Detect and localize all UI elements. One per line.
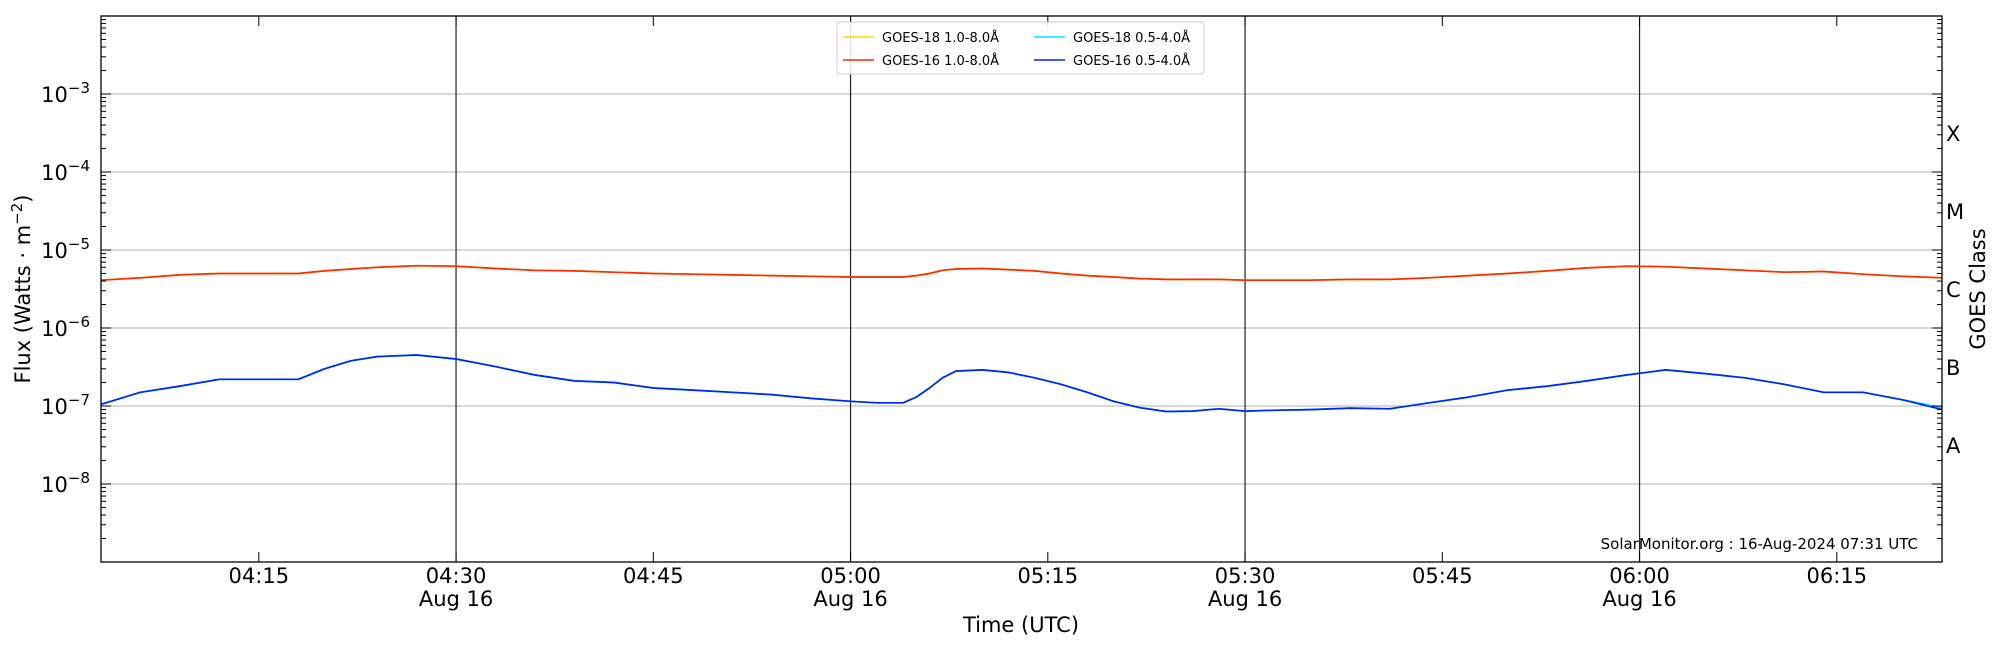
x-tick-label: 04:15 bbox=[229, 564, 290, 588]
x-tick-date-label: Aug 16 bbox=[419, 587, 493, 611]
legend-label: GOES-18 0.5-4.0Å bbox=[1073, 30, 1190, 46]
vertical-hour-lines bbox=[455, 16, 1641, 562]
goes-class-label: A bbox=[1946, 434, 1961, 458]
x-tick-label: 05:45 bbox=[1412, 564, 1473, 588]
series-layer bbox=[100, 264, 1943, 413]
goes-class-labels: X M C B A bbox=[1946, 122, 1964, 458]
goes-class-label: X bbox=[1946, 122, 1960, 146]
y-tick-label: 10−4 bbox=[41, 157, 90, 185]
minor-ticks bbox=[101, 19, 1942, 563]
y-tick-label: 10−5 bbox=[41, 235, 90, 263]
legend-label: GOES-16 0.5-4.0Å bbox=[1073, 53, 1190, 69]
legend: GOES-18 1.0-8.0Å GOES-16 1.0-8.0Å GOES-18 … bbox=[836, 21, 1205, 75]
goes-class-label: M bbox=[1946, 200, 1964, 224]
legend-label: GOES-18 1.0-8.0Å bbox=[882, 30, 999, 46]
series-line-3 bbox=[100, 354, 1943, 413]
y-tick-label: 10−8 bbox=[41, 469, 90, 497]
grid-layer bbox=[101, 93, 1942, 485]
right-axis-title: GOES Class bbox=[1966, 228, 1990, 349]
legend-box bbox=[836, 21, 1205, 75]
series-line-2 bbox=[100, 354, 1943, 413]
plot-frame bbox=[100, 15, 1943, 563]
y-tick-label: 10−6 bbox=[41, 313, 90, 341]
series-line-1 bbox=[100, 264, 1943, 282]
x-tick-date-label: Aug 16 bbox=[813, 587, 887, 611]
x-tick-label: 05:00 bbox=[820, 564, 881, 588]
x-tick-date-label: Aug 16 bbox=[1602, 587, 1676, 611]
x-tick-label: 05:30 bbox=[1215, 564, 1276, 588]
x-tick-label: 04:45 bbox=[623, 564, 684, 588]
goes-class-label: B bbox=[1946, 356, 1960, 380]
legend-label: GOES-16 1.0-8.0Å bbox=[882, 53, 999, 69]
x-axis-title: Time (UTC) bbox=[962, 613, 1079, 637]
y-tick-label: 10−7 bbox=[41, 391, 90, 419]
goes-class-label: C bbox=[1946, 278, 1961, 302]
x-tick-label: 06:15 bbox=[1807, 564, 1868, 588]
y-axis-title: Flux (Watts · m−2) bbox=[8, 194, 35, 383]
x-tick-label: 06:00 bbox=[1609, 564, 1670, 588]
y-ticks: 10−8 10−7 10−6 10−5 10−4 10−3 bbox=[41, 79, 90, 497]
x-tick-label: 05:15 bbox=[1018, 564, 1079, 588]
x-tick-label: 04:30 bbox=[426, 564, 487, 588]
credit-text: SolarMonitor.org : 16-Aug-2024 07:31 UTC bbox=[1601, 535, 1918, 553]
y-tick-label: 10−3 bbox=[41, 79, 90, 107]
x-tick-date-label: Aug 16 bbox=[1208, 587, 1282, 611]
